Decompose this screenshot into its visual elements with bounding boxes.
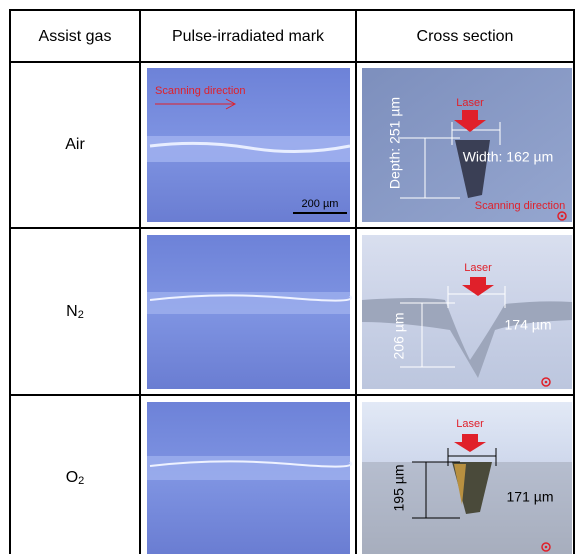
gas-text: N (66, 303, 78, 320)
gas-text: Air (65, 136, 85, 153)
annotation: 174 µm (505, 317, 552, 333)
annotation: 171 µm (507, 489, 554, 505)
page: Assist gas Pulse-irradiated mark Cross s… (0, 0, 582, 554)
annotation: Scanning direction (155, 85, 246, 97)
annotation: Scanning direction (475, 200, 566, 212)
mark-image (147, 235, 351, 389)
annotation: 195 µm (391, 465, 407, 512)
scale-label: 200 µm (302, 198, 339, 210)
section-image: Laser Depth: 251 µm Width: 162 µm Scanni… (362, 68, 572, 222)
annotation: Width: 162 µm (463, 149, 554, 165)
annotation: Laser (456, 97, 484, 109)
gas-subscript: 2 (78, 309, 84, 321)
header-cell: Pulse-irradiated mark (172, 28, 325, 45)
annotation: Depth: 251 µm (387, 97, 403, 189)
section-image: Laser 195 µm 171 µm (362, 402, 572, 554)
header-cell: Cross section (417, 28, 514, 45)
section-image: Laser 206 µm 174 µm (362, 235, 572, 389)
header-cell: Assist gas (39, 28, 112, 45)
annotation: Laser (456, 418, 484, 430)
figure-table: Assist gas Pulse-irradiated mark Cross s… (0, 0, 582, 554)
gas-subscript: 2 (78, 475, 84, 487)
mark-image: Scanning direction 200 µm (147, 68, 350, 222)
gas-label: O2 (66, 469, 85, 487)
gas-label: N2 (66, 303, 84, 321)
gas-text: O (66, 469, 78, 486)
gas-label: Air (65, 136, 85, 153)
annotation: 206 µm (391, 313, 407, 360)
mark-image (147, 402, 351, 554)
annotation: Laser (464, 262, 492, 274)
